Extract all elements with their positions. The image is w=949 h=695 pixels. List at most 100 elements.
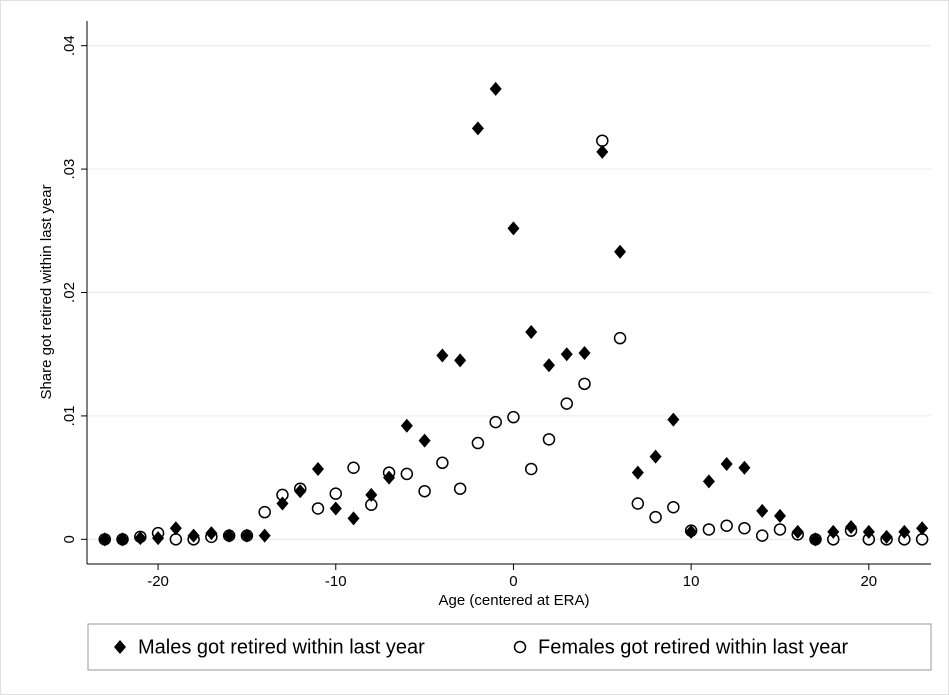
circle-marker	[169, 533, 183, 546]
y-tick-label: 0	[61, 535, 78, 543]
circle-marker	[560, 397, 573, 410]
circle-marker	[898, 533, 911, 546]
diamond-marker	[418, 433, 431, 448]
diamond-marker	[471, 121, 484, 136]
circle-marker	[293, 482, 307, 495]
diamond-marker	[436, 348, 449, 363]
circle-marker	[702, 523, 716, 536]
circle-marker	[240, 529, 254, 542]
circle-marker	[382, 466, 396, 479]
diamond-marker	[542, 358, 555, 373]
diamond-marker	[791, 524, 804, 539]
diamond-marker	[454, 353, 467, 368]
diamond-marker	[365, 487, 378, 502]
y-tick-label: .03	[61, 159, 78, 180]
y-tick-label: .02	[61, 282, 78, 303]
diamond-marker	[223, 528, 236, 543]
circle-marker	[329, 487, 343, 500]
diamond-marker	[596, 144, 609, 159]
diamond-marker	[347, 511, 360, 526]
legend-label: Males got retired within last year	[138, 636, 425, 658]
circle-marker	[347, 461, 360, 474]
diamond-marker	[311, 461, 324, 476]
diamond-marker	[631, 465, 644, 480]
x-tick-label: 0	[509, 573, 517, 590]
circle-marker	[116, 533, 129, 546]
diamond-marker	[809, 532, 822, 547]
circle-marker	[844, 524, 858, 537]
circle-marker	[738, 521, 751, 535]
diamond-marker	[702, 474, 715, 489]
legend-box	[87, 623, 932, 671]
diamond-marker	[720, 457, 733, 472]
circle-marker	[542, 433, 556, 446]
x-tick-label: -10	[325, 573, 347, 590]
diamond-marker	[560, 347, 573, 362]
diamond-marker	[114, 640, 126, 654]
circle-marker	[258, 505, 271, 519]
y-tick-label: .04	[61, 35, 78, 56]
diamond-marker	[329, 501, 342, 516]
diamond-marker	[880, 529, 893, 544]
circle-marker	[827, 533, 840, 546]
circle-marker	[98, 533, 112, 546]
diamond-marker	[845, 519, 858, 534]
circle-marker	[222, 529, 236, 542]
circle-marker	[400, 467, 414, 481]
circle-marker	[205, 530, 218, 544]
circle-marker	[649, 510, 662, 524]
diamond-marker	[525, 324, 538, 339]
circle-marker	[720, 519, 733, 532]
diamond-marker	[489, 81, 502, 96]
y-axis-title: Share got retired within last year	[38, 184, 55, 399]
circle-marker	[596, 134, 609, 147]
x-tick-label: 20	[860, 573, 877, 590]
circle-marker	[524, 462, 538, 476]
diamond-marker	[98, 532, 111, 547]
circle-marker	[809, 533, 822, 546]
diamond-marker	[205, 526, 218, 541]
circle-marker	[418, 484, 431, 498]
diamond-marker	[507, 221, 520, 236]
diamond-marker	[187, 528, 200, 543]
diamond-marker	[258, 528, 271, 543]
circle-marker	[631, 497, 645, 510]
circle-marker	[187, 533, 200, 546]
circle-marker	[365, 498, 378, 512]
diamond-marker	[916, 521, 929, 536]
diamond-marker	[240, 528, 253, 543]
circle-marker	[915, 533, 929, 546]
circle-marker	[489, 415, 502, 429]
y-tick-label: .01	[61, 405, 78, 426]
circle-marker	[436, 456, 449, 470]
circle-marker	[578, 377, 591, 391]
circle-marker	[684, 524, 698, 537]
x-axis-title: Age (centered at ERA)	[439, 592, 590, 609]
diamond-marker	[756, 503, 769, 518]
circle-marker	[791, 528, 804, 541]
diamond-marker	[400, 418, 413, 433]
circle-marker	[453, 482, 467, 495]
circle-marker	[755, 529, 769, 542]
legend-label: Females got retired within last year	[538, 636, 848, 658]
diamond-marker	[738, 460, 751, 475]
diamond-marker	[649, 449, 662, 464]
circle-marker	[311, 502, 325, 515]
circle-marker	[513, 640, 527, 654]
diamond-marker	[578, 345, 591, 360]
diamond-marker	[773, 508, 786, 523]
circle-marker	[471, 436, 485, 450]
diamond-marker	[667, 412, 680, 427]
circle-marker	[507, 410, 520, 424]
circle-marker	[880, 533, 893, 546]
circle-marker	[773, 523, 787, 536]
x-tick-label: -20	[147, 573, 169, 590]
circle-marker	[151, 526, 165, 540]
circle-marker	[613, 331, 627, 345]
x-tick-label: 10	[683, 573, 700, 590]
circle-marker	[667, 500, 680, 514]
diamond-marker	[614, 244, 627, 259]
diamond-marker	[116, 532, 129, 547]
